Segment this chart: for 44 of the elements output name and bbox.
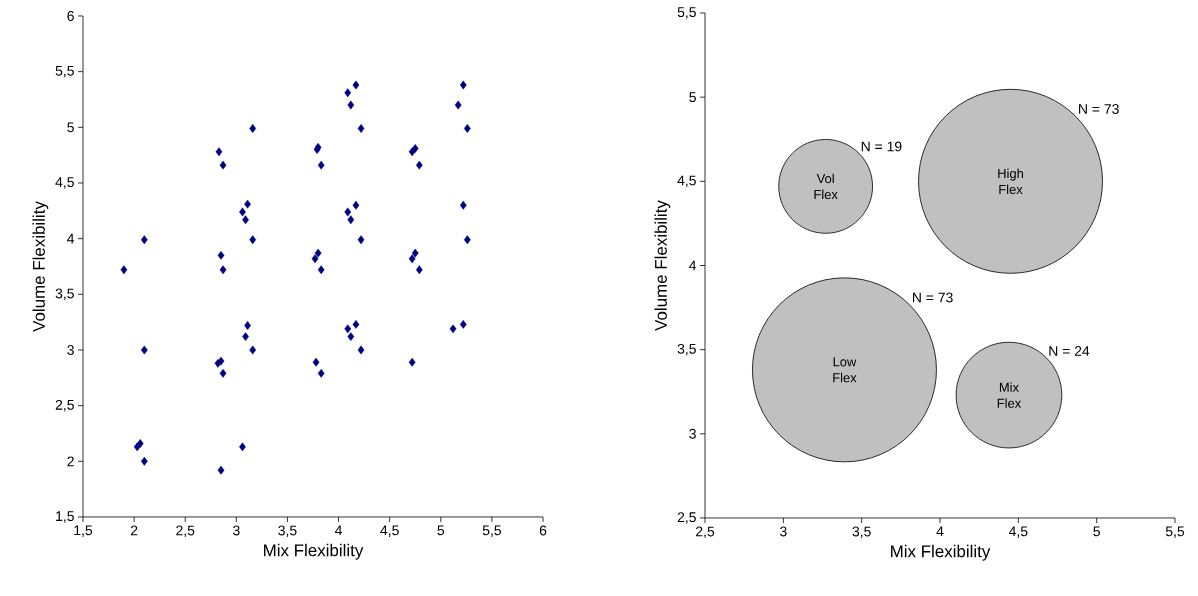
y-tick-label: 2 <box>67 456 74 467</box>
annotation: N = 73 <box>912 292 953 303</box>
annotation: N = 19 <box>861 141 902 152</box>
y-tick-label: 2,5 <box>55 399 74 412</box>
y-tick-label: 4 <box>67 233 75 244</box>
x-tick-label: 6 <box>539 525 547 536</box>
series-label: Vol Flex <box>814 173 838 200</box>
x-tick-label: 2,5 <box>176 525 195 538</box>
series-label: Low Flex <box>833 357 857 383</box>
x-tick-label: 4 <box>936 526 944 537</box>
x-tick-label: 5 <box>437 525 445 536</box>
y-tick-label: 5,5 <box>55 65 74 78</box>
series-label: Mix Flex <box>997 382 1022 408</box>
y-tick-label: 5 <box>689 92 696 103</box>
x-tick-label: 5,5 <box>1165 526 1185 538</box>
annotation: N = 73 <box>1079 104 1119 114</box>
y-tick-label: 1,5 <box>56 511 74 523</box>
x-tick-label: 4,5 <box>380 525 399 537</box>
annotation: N = 24 <box>1049 346 1090 356</box>
y-tick-label: 3,5 <box>55 288 74 301</box>
y-tick-label: 3 <box>67 345 74 355</box>
y-axis-title: Volume Flexibility <box>654 200 671 331</box>
y-tick-label: 4,5 <box>677 175 696 188</box>
y-tick-label: 2,5 <box>677 512 696 524</box>
x-tick-label: 3 <box>780 526 787 537</box>
x-tick-label: 5 <box>1093 526 1100 537</box>
x-axis-title: Mix Flexibility <box>264 543 364 560</box>
y-tick-label: 5 <box>67 122 74 133</box>
x-tick-label: 4,5 <box>1008 526 1028 538</box>
y-tick-label: 4,5 <box>55 177 74 189</box>
y-tick-label: 5,5 <box>677 7 696 19</box>
x-tick-label: 5,5 <box>482 525 502 537</box>
x-tick-label: 3 <box>233 525 240 536</box>
y-tick-label: 4 <box>689 260 697 271</box>
y-tick-label: 3 <box>689 428 696 439</box>
x-axis-title: Mix Flexibility <box>891 544 991 561</box>
y-tick-label: 3,5 <box>677 343 696 356</box>
x-tick-label: 3,5 <box>852 526 871 539</box>
x-tick-label: 2 <box>130 525 138 536</box>
x-tick-label: 4 <box>335 525 343 536</box>
x-tick-label: 3,5 <box>278 525 297 538</box>
y-axis-title: Volume Flexibility <box>32 201 49 332</box>
y-tick-label: 6 <box>67 11 74 21</box>
series-label: High Flex <box>998 168 1023 195</box>
